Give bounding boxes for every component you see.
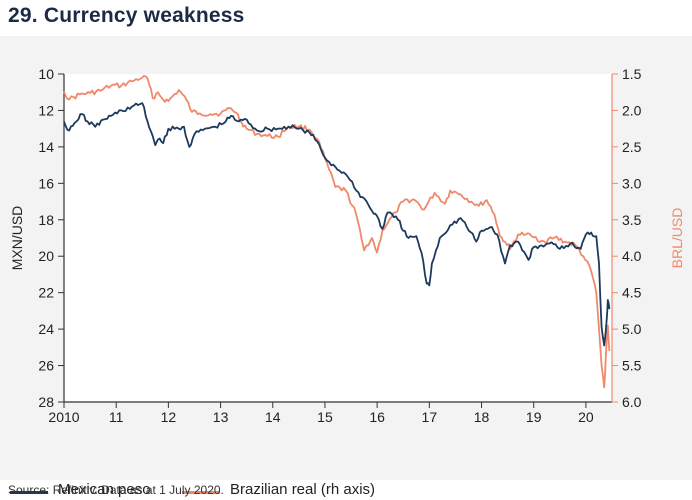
right-tick-label: 5.0 (622, 321, 642, 337)
x-tick-label: 16 (369, 409, 385, 425)
series-line-mexican-peso (63, 102, 611, 347)
right-tick-label: 1.5 (622, 66, 642, 82)
x-tick-label: 13 (213, 409, 229, 425)
right-tick-label: 6.0 (622, 394, 642, 410)
left-tick-label: 14 (38, 139, 54, 155)
plot-area (64, 74, 612, 402)
x-tick-label: 14 (265, 409, 281, 425)
x-tick-label: 15 (317, 409, 333, 425)
left-tick-label: 26 (38, 358, 54, 374)
source-note: Source: Refinitiv. Data as at 1 July 202… (8, 483, 224, 497)
x-tick-label: 11 (109, 409, 124, 425)
x-tick-label: 19 (526, 409, 542, 425)
left-tick-label: 16 (38, 175, 54, 191)
x-tick-label: 20 (578, 409, 594, 425)
legend-label-mexican-peso: Mexican peso (58, 481, 151, 498)
left-axis-title: MXN/USD (9, 206, 25, 271)
left-tick-label: 22 (38, 285, 54, 301)
x-tick-label: 17 (422, 409, 438, 425)
legend-label-brazilian-real: Brazilian real (rh axis) (230, 481, 376, 498)
right-tick-label: 3.5 (622, 212, 642, 228)
left-tick-label: 28 (38, 394, 54, 410)
chart-svg: 10 12 14 16 18 20 22 24 26 28 1.5 2.0 2.5 3.0 3.5 4.0 4.… (9, 66, 685, 425)
x-tick-label: 12 (161, 409, 177, 425)
right-tick-label: 5.5 (622, 358, 642, 374)
right-tick-label: 4.5 (622, 285, 642, 301)
series-line-brazilian-real (63, 74, 611, 389)
chart-panel: 10 12 14 16 18 20 22 24 26 28 1.5 2.0 2.5 3.0 3.5 4.0 4.… (0, 36, 692, 498)
legend-swatch-mexican-peso (10, 491, 48, 494)
right-tick-label: 3.0 (622, 175, 642, 191)
left-tick-label: 24 (38, 321, 54, 337)
left-tick-label: 12 (38, 102, 54, 118)
left-tick-label: 10 (38, 66, 54, 82)
x-tick-label: 2010 (48, 409, 79, 425)
left-tick-label: 18 (38, 212, 54, 228)
x-tick-label: 18 (474, 409, 490, 425)
chart-title: 29. Currency weakness (8, 4, 245, 27)
right-tick-label: 2.5 (622, 139, 642, 155)
left-tick-label: 20 (38, 248, 54, 264)
right-tick-label: 4.0 (622, 248, 642, 264)
right-axis-title: BRL/USD (669, 208, 685, 269)
right-tick-label: 2.0 (622, 102, 642, 118)
legend-swatch-brazilian-real (182, 491, 220, 494)
title-bar: 29. Currency weakness (0, 0, 692, 36)
